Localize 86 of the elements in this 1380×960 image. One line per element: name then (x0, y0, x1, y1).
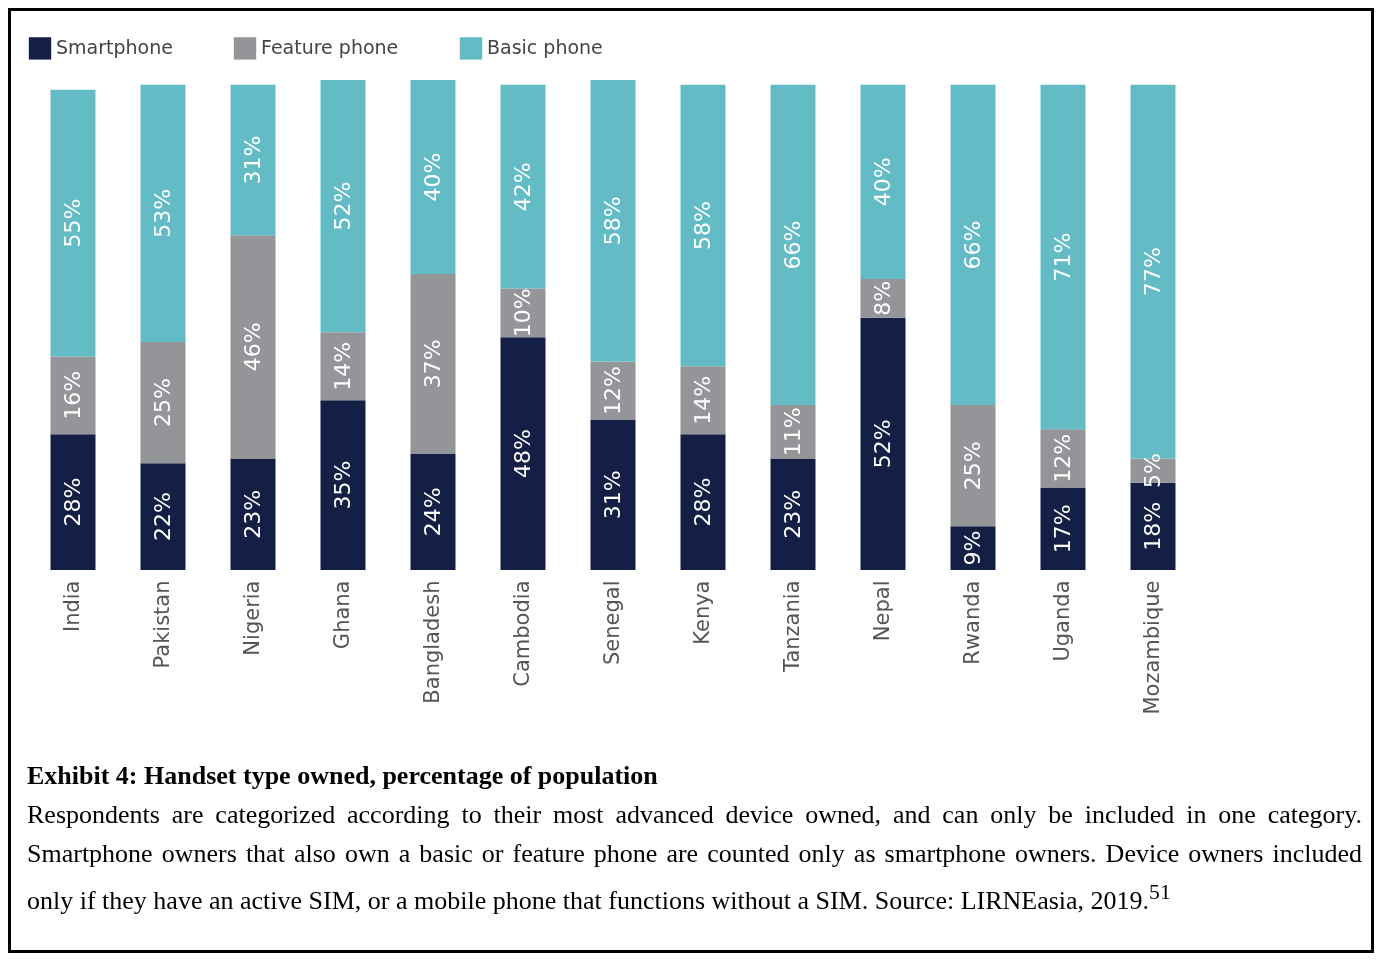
data-label: 31% (240, 135, 265, 185)
data-label: 22% (150, 492, 175, 542)
bar (320, 400, 366, 570)
x-tick-label: India (60, 580, 84, 633)
data-label: 58% (600, 196, 625, 246)
data-label: 9% (960, 530, 985, 566)
bar (500, 337, 546, 570)
bar (410, 80, 456, 275)
data-label: 31% (600, 470, 625, 520)
data-label: 58% (690, 201, 715, 250)
data-label: 52% (870, 419, 895, 469)
bar (140, 84, 186, 342)
bar (950, 405, 996, 527)
bar (50, 89, 96, 357)
x-tick-label: Pakistan (150, 580, 174, 669)
bar (860, 317, 906, 570)
legend-label: Smartphone (56, 36, 173, 59)
data-label: 17% (1050, 504, 1075, 554)
bar (1040, 84, 1086, 430)
x-tick-label: Cambodia (510, 580, 534, 687)
data-label: 25% (150, 378, 175, 428)
bar (770, 458, 816, 570)
bar (320, 332, 366, 401)
text: Exhibit 4: Handset type owned, percentage of population (27, 760, 659, 792)
bar (860, 84, 906, 279)
data-label: 11% (780, 407, 805, 457)
bar (500, 84, 546, 289)
bar (410, 274, 456, 454)
data-label: 5% (1140, 453, 1165, 488)
bar (50, 434, 96, 570)
data-label: 23% (240, 489, 265, 539)
data-label: 28% (60, 477, 85, 527)
data-label: 66% (960, 220, 985, 270)
data-label: 37% (420, 339, 445, 389)
text: Respondents are categorized according to their most advanced device owned, and can only be included in one category. Smartphone owners that also own a basic or feature phone are counted only as smartphone owners. Device owners included only if they have an active SIM, or a mobile phone that functions without a SIM. Source: LIRNEasia, 2019.$^{51}$ (27, 799, 1362, 917)
bar (320, 80, 366, 333)
data-label: 40% (420, 152, 445, 202)
data-label: 12% (1050, 433, 1075, 483)
x-tick-label: Nigeria (240, 580, 264, 656)
data-label: 66% (780, 220, 805, 270)
data-label: 14% (690, 375, 715, 425)
data-label: 71% (1050, 232, 1075, 282)
bar (590, 80, 636, 362)
data-label: 24% (420, 487, 445, 537)
data-label: 52% (330, 181, 355, 231)
bar (230, 458, 276, 570)
bar (1040, 487, 1086, 570)
bar (680, 434, 726, 570)
data-label: 53% (150, 188, 175, 238)
x-tick-label: Bangladesh (420, 580, 444, 704)
bar (410, 453, 456, 570)
data-label: 10% (510, 288, 535, 338)
data-label: 42% (510, 162, 535, 212)
data-label: 12% (600, 366, 625, 415)
x-tick-label: Senegal (600, 580, 624, 666)
data-label: 48% (510, 429, 535, 479)
bar (590, 419, 636, 570)
bar (680, 84, 726, 367)
data-label: 14% (330, 341, 355, 391)
bar (230, 84, 276, 236)
data-label: 8% (870, 280, 895, 316)
bar (950, 84, 996, 406)
data-label: 77% (1140, 247, 1165, 297)
data-label: 23% (780, 489, 805, 539)
bar (140, 463, 186, 570)
bar (140, 341, 186, 464)
bar (230, 235, 276, 459)
x-tick-label: Ghana (330, 580, 354, 650)
data-label: 28% (690, 477, 715, 527)
data-label: 35% (330, 460, 355, 510)
x-tick-label: Nepal (870, 580, 894, 642)
x-tick-label: Rwanda (960, 580, 984, 665)
data-label: 40% (870, 157, 895, 207)
legend-label: Basic phone (487, 36, 603, 59)
data-label: 25% (960, 441, 985, 491)
legend-label: Feature phone (261, 36, 399, 59)
x-tick-label: Uganda (1050, 580, 1074, 662)
data-label: 16% (60, 370, 85, 420)
x-tick-label: Mozambique (1140, 580, 1164, 715)
x-tick-label: Tanzania (780, 580, 804, 673)
data-label: 46% (240, 322, 265, 372)
data-label: 18% (1140, 501, 1165, 551)
bar (770, 84, 816, 406)
x-tick-label: Kenya (690, 580, 714, 645)
bar (680, 366, 726, 435)
data-label: 55% (60, 198, 85, 248)
